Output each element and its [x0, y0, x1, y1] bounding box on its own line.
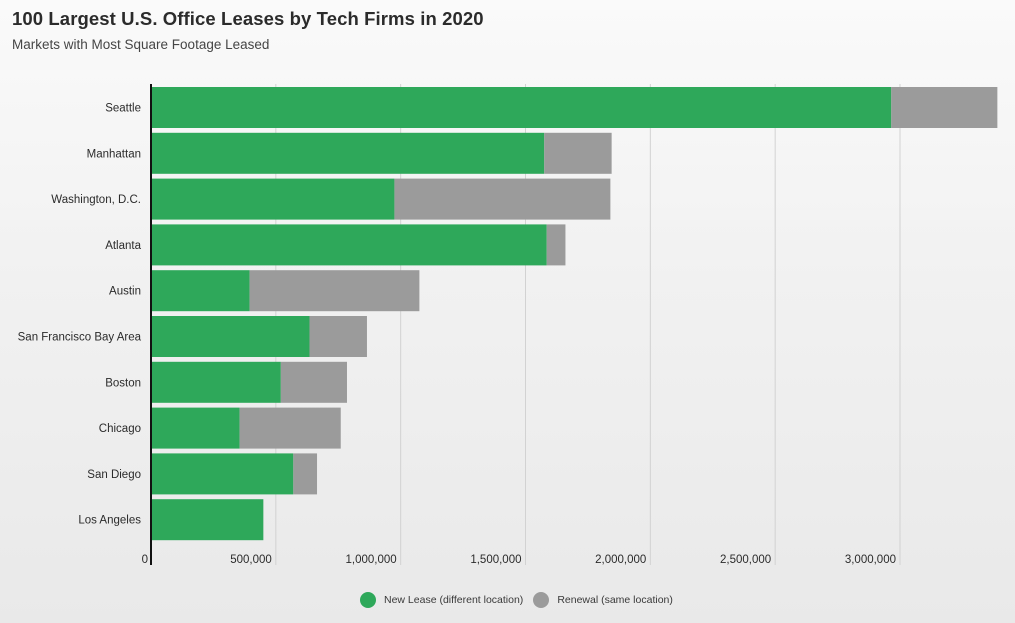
bar-renewal-6	[280, 361, 347, 403]
x-tick-label: 1,000,000	[345, 554, 396, 566]
category-label: Seattle	[105, 103, 141, 115]
bar-renewal-3	[546, 224, 566, 266]
x-tick-label: 0	[142, 554, 148, 566]
bar-new-lease-6	[151, 361, 281, 403]
bar-renewal-2	[394, 178, 611, 220]
x-tick-label: 500,000	[230, 554, 272, 566]
bar-new-lease-3	[151, 224, 547, 266]
bar-renewal-0	[891, 87, 998, 128]
x-tick-label: 2,000,000	[595, 554, 646, 566]
bar-new-lease-5	[151, 316, 310, 357]
category-label: Manhattan	[87, 148, 141, 160]
category-label: Boston	[105, 377, 141, 389]
chart-subtitle: Markets with Most Square Footage Leased	[12, 37, 270, 52]
category-label: San Francisco Bay Area	[18, 332, 142, 344]
bar-new-lease-8	[151, 453, 294, 495]
category-labels: Seattle Manhattan Washington, D.C. Atlanta A…	[18, 103, 142, 527]
legend-swatch-new-lease	[360, 592, 376, 608]
bar-renewal-8	[293, 453, 318, 495]
bar-renewal-5	[309, 316, 367, 357]
category-label: Atlanta	[105, 240, 141, 252]
bars	[151, 87, 998, 541]
x-tick-label: 1,500,000	[470, 554, 521, 566]
bar-renewal-7	[239, 407, 341, 449]
bar-new-lease-1	[151, 132, 545, 174]
legend-label-new-lease: New Lease (different location)	[384, 594, 524, 606]
bar-renewal-4	[249, 270, 420, 312]
category-label: Austin	[109, 286, 141, 298]
x-tick-labels: 0 500,000 1,000,000 1,500,000 2,000,000 2,500…	[142, 554, 896, 566]
legend-swatch-renewal	[533, 592, 550, 608]
category-label: Washington, D.C.	[51, 194, 141, 206]
legend-item-renewal: Renewal (same location)	[533, 592, 673, 608]
bar-new-lease-0	[151, 87, 892, 128]
bar-new-lease-2	[151, 178, 395, 220]
legend: New Lease (different location) Renewal (…	[360, 591, 683, 609]
category-label: Los Angeles	[78, 515, 141, 527]
legend-label-renewal: Renewal (same location)	[557, 594, 673, 606]
bar-new-lease-4	[151, 270, 250, 312]
bar-new-lease-7	[151, 407, 240, 449]
category-label: Chicago	[99, 423, 141, 435]
x-tick-label: 3,000,000	[845, 554, 896, 566]
chart-title: 100 Largest U.S. Office Leases by Tech F…	[12, 8, 484, 29]
category-label: San Diego	[87, 469, 141, 481]
x-tick-label: 2,500,000	[720, 554, 771, 566]
bar-new-lease-9	[151, 499, 264, 541]
bar-renewal-1	[544, 132, 612, 174]
legend-item-new-lease: New Lease (different location)	[360, 592, 523, 608]
